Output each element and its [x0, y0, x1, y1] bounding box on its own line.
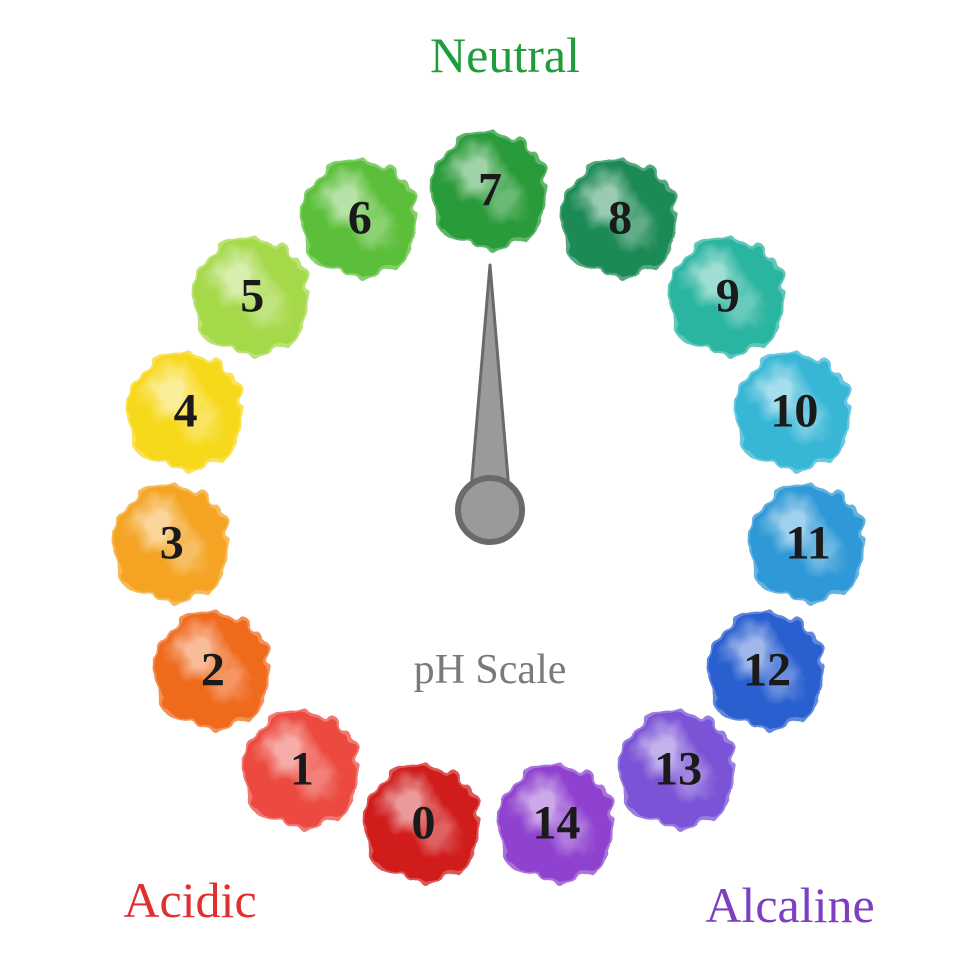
ph-number-5: 5	[240, 268, 264, 323]
ph-number-12: 12	[743, 643, 791, 698]
ph-dial-stage: Neutral Acidic Alcaline pH Scale 7891011…	[0, 0, 980, 980]
ph-number-11: 11	[786, 516, 831, 571]
ph-number-4: 4	[174, 384, 198, 439]
ph-number-3: 3	[160, 516, 184, 571]
ph-number-10: 10	[770, 384, 818, 439]
ph-number-13: 13	[654, 741, 702, 796]
ph-number-7: 7	[478, 163, 502, 218]
ph-number-0: 0	[411, 796, 435, 851]
ph-number-1: 1	[290, 741, 314, 796]
ph-number-2: 2	[201, 643, 225, 698]
center-label: pH Scale	[414, 646, 567, 694]
label-neutral: Neutral	[430, 26, 580, 84]
label-acidic: Acidic	[123, 871, 256, 929]
ph-number-9: 9	[716, 268, 740, 323]
ph-number-8: 8	[608, 190, 632, 245]
ph-number-14: 14	[533, 796, 581, 851]
label-alkaline: Alcaline	[705, 876, 874, 934]
ph-number-6: 6	[348, 190, 372, 245]
